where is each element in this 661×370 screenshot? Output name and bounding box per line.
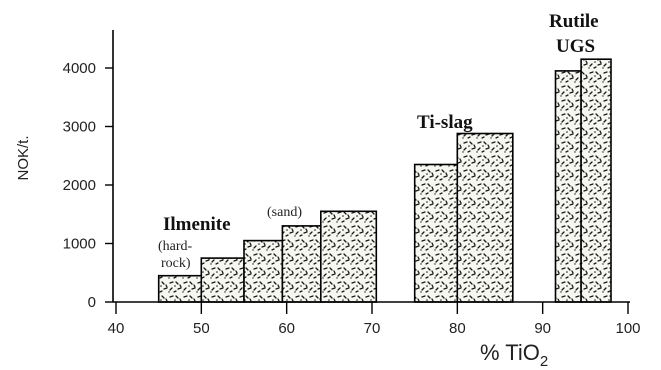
y-tick-group: 0 1000 2000 3000 4000 [63,60,113,311]
rutile-label: Rutile [549,11,599,32]
x-axis-title: % TiO2 [480,340,548,370]
x-axis-title-main: % TiO [480,340,540,365]
ti-slag-label: Ti-slag [417,112,473,133]
hard-rock-label-line2: rock) [161,256,191,271]
x-tick-label-50: 50 [193,320,210,337]
ilmenite-label: Ilmenite [163,214,231,235]
x-tick-label-70: 70 [364,320,381,337]
y-tick-label-2000: 2000 [63,177,96,194]
y-tick-label-0: 0 [88,294,96,311]
x-axis-title-subscript: 2 [540,353,548,370]
x-tick-group: 40 50 60 70 80 90 100 [108,302,641,337]
x-tick-label-100: 100 [615,320,640,337]
bar-4 [281,225,322,303]
bar-9 [580,58,612,303]
bar-1 [157,274,203,303]
x-tick-label-60: 60 [278,320,295,337]
bar-6 [413,163,459,303]
ugs-label: UGS [556,36,595,57]
y-tick-label-4000: 4000 [63,60,96,77]
bar-2 [200,257,245,303]
x-tick-label-40: 40 [108,320,125,337]
y-tick-label-1000: 1000 [63,236,96,253]
bar-group [157,58,612,303]
bar-8 [554,70,582,303]
bar-5 [319,210,378,303]
bar-7 [456,132,514,303]
y-tick-label-3000: 3000 [63,119,96,136]
x-tick-label-90: 90 [534,320,551,337]
sand-label: (sand) [267,205,302,220]
hard-rock-label-line1: (hard- [158,239,193,254]
y-axis-title: NOK/t. [15,135,32,180]
bar-3 [243,239,284,303]
x-tick-label-80: 80 [449,320,466,337]
